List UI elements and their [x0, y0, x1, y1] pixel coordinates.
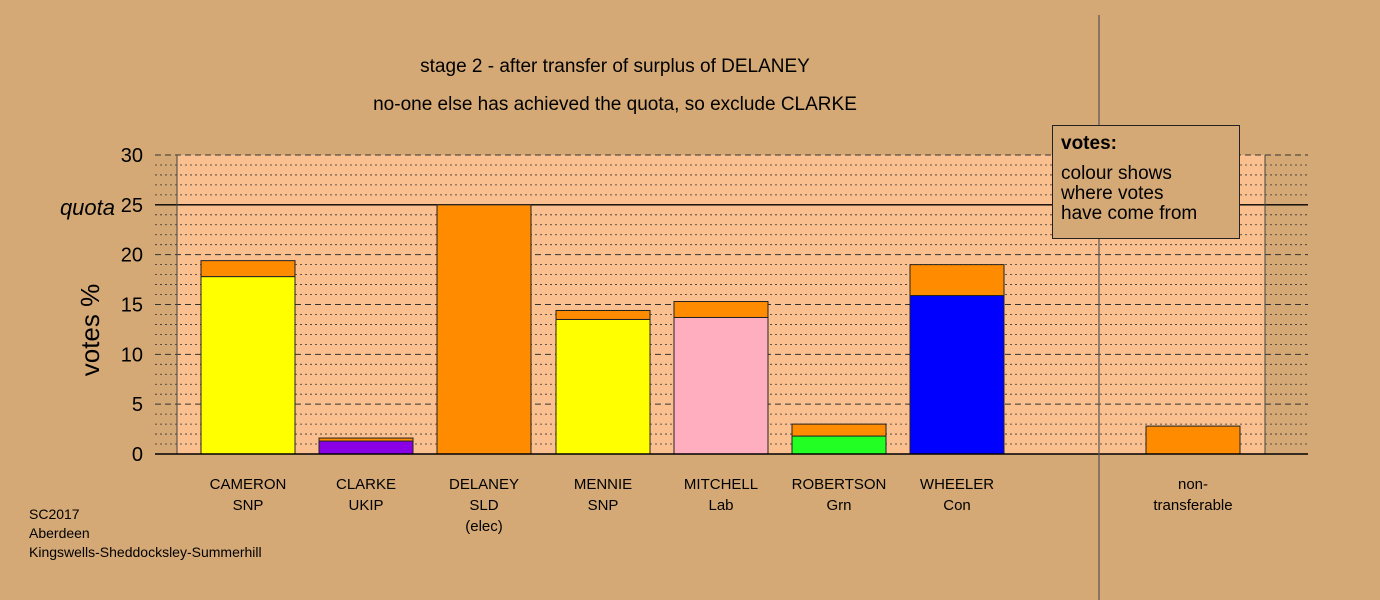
category-label: ROBERTSON: [792, 476, 887, 493]
footer-line-council: Aberdeen: [29, 525, 90, 541]
category-label: CAMERON: [210, 476, 287, 493]
bars: [200, 204, 1241, 455]
category-label: transferable: [1153, 497, 1232, 514]
bar-segment-mitchell-5: [673, 301, 769, 318]
category-label: SNP: [233, 497, 264, 514]
footer-caption: SC2017 Aberdeen Kingswells-Sheddocksley-…: [29, 505, 262, 562]
legend-line-2: where votes: [1061, 183, 1164, 204]
y-tick-label: 0: [132, 444, 143, 466]
category-label: non-: [1178, 476, 1208, 493]
y-tick-labels: 0 5 10 15 20 25 30: [121, 145, 143, 466]
bar-segment-robertson-3: [791, 435, 887, 455]
chart-subtitle: no-one else has achieved the quota, so e…: [373, 94, 857, 115]
bar-segment-wheeler-4: [909, 295, 1005, 455]
bar-segment-robertson-5: [791, 423, 887, 437]
category-label: SLD: [469, 497, 498, 514]
legend: votes: colour shows where votes have com…: [1052, 125, 1240, 239]
quota-label: quota: [60, 195, 115, 220]
bar-segment-mennie-5: [555, 309, 651, 320]
category-labels: CAMERON SNP CLARKE UKIP DELANEY SLD (elec) MENN…: [210, 476, 1233, 535]
category-label: Grn: [826, 497, 851, 514]
y-tick-label: 25: [121, 195, 143, 217]
category-label: Con: [943, 497, 971, 514]
bar-segment-non-5: [1145, 425, 1241, 455]
bar-segment-cameron-5: [200, 260, 296, 278]
y-tick-label: 15: [121, 295, 143, 317]
chart-title: stage 2 - after transfer of surplus of D…: [420, 56, 810, 77]
bar-segment-delaney-5: [436, 204, 532, 455]
y-axis-label: votes %: [75, 284, 105, 377]
category-label: CLARKE: [336, 476, 396, 493]
category-label: MENNIE: [574, 476, 632, 493]
category-label: SNP: [588, 497, 619, 514]
legend-line-3: have come from: [1061, 203, 1198, 224]
category-label: WHEELER: [920, 476, 994, 493]
bar-segment-mennie-0: [555, 318, 651, 455]
y-tick-label: 10: [121, 344, 143, 366]
category-label: Lab: [708, 497, 733, 514]
bar-segment-clarke-5: [318, 437, 414, 442]
y-tick-label: 5: [132, 394, 143, 416]
legend-line-1: colour shows: [1061, 163, 1172, 184]
category-label: UKIP: [348, 497, 383, 514]
axes: [155, 15, 1308, 600]
legend-title: votes:: [1061, 133, 1117, 154]
footer-line-ward: Kingswells-Sheddocksley-Summerhill: [29, 544, 262, 560]
category-label: DELANEY: [449, 476, 519, 493]
category-label: (elec): [465, 518, 503, 535]
bar-segment-clarke-1: [318, 440, 414, 455]
bar-segment-mitchell-2: [673, 316, 769, 455]
y-tick-label: 20: [121, 245, 143, 267]
y-tick-label: 30: [121, 145, 143, 167]
footer-line-election: SC2017: [29, 506, 80, 522]
bar-segment-cameron-0: [200, 276, 296, 455]
bar-segment-wheeler-5: [909, 264, 1005, 297]
category-label: MITCHELL: [684, 476, 758, 493]
